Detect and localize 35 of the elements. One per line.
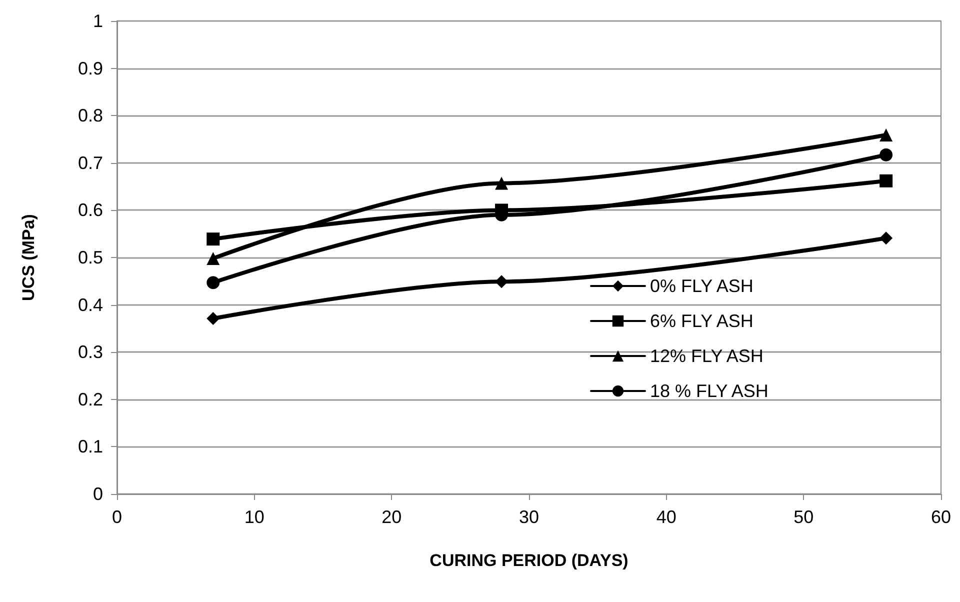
point xyxy=(206,276,220,290)
point xyxy=(495,275,508,288)
x-tick-label: 10 xyxy=(244,507,264,527)
y-tick-label: 0.1 xyxy=(78,436,103,457)
point xyxy=(880,232,893,245)
point xyxy=(880,174,893,188)
point xyxy=(206,312,220,326)
point xyxy=(880,128,893,142)
y-tick-label: 0.5 xyxy=(78,248,103,268)
x-axis-title: CURING PERIOD (DAYS) xyxy=(430,551,628,570)
point xyxy=(495,176,508,190)
point xyxy=(206,232,220,246)
point xyxy=(206,252,220,265)
y-tick-label: 0 xyxy=(92,484,103,504)
legend-label: 6% FLY ASH xyxy=(650,311,754,331)
x-tick-label: 20 xyxy=(382,507,402,527)
legend-label: 12% FLY ASH xyxy=(650,346,764,366)
x-tick-label: 60 xyxy=(930,507,952,527)
x-tick-label: 40 xyxy=(656,507,676,527)
legend-label: 0% FLY ASH xyxy=(650,276,754,296)
y-tick-label: 0.3 xyxy=(78,342,103,362)
y-tick-label: 0.2 xyxy=(78,389,103,410)
y-axis-title: UCS (MPa) xyxy=(19,214,38,301)
point xyxy=(495,204,508,217)
x-tick-label: 50 xyxy=(794,507,814,527)
y-tick-label: 0.4 xyxy=(78,294,103,315)
y-tick-label: 0.7 xyxy=(78,152,103,173)
point xyxy=(880,148,893,162)
y-tick-label: 0.8 xyxy=(78,106,103,126)
x-tick-label: 0 xyxy=(112,507,122,527)
y-tick-label: 1 xyxy=(92,11,103,31)
legend-label: 18 % FLY ASH xyxy=(650,381,768,401)
x-tick-label: 30 xyxy=(518,507,540,527)
y-tick-label: 0.6 xyxy=(78,200,103,220)
y-tick-label: 0.9 xyxy=(78,58,103,78)
